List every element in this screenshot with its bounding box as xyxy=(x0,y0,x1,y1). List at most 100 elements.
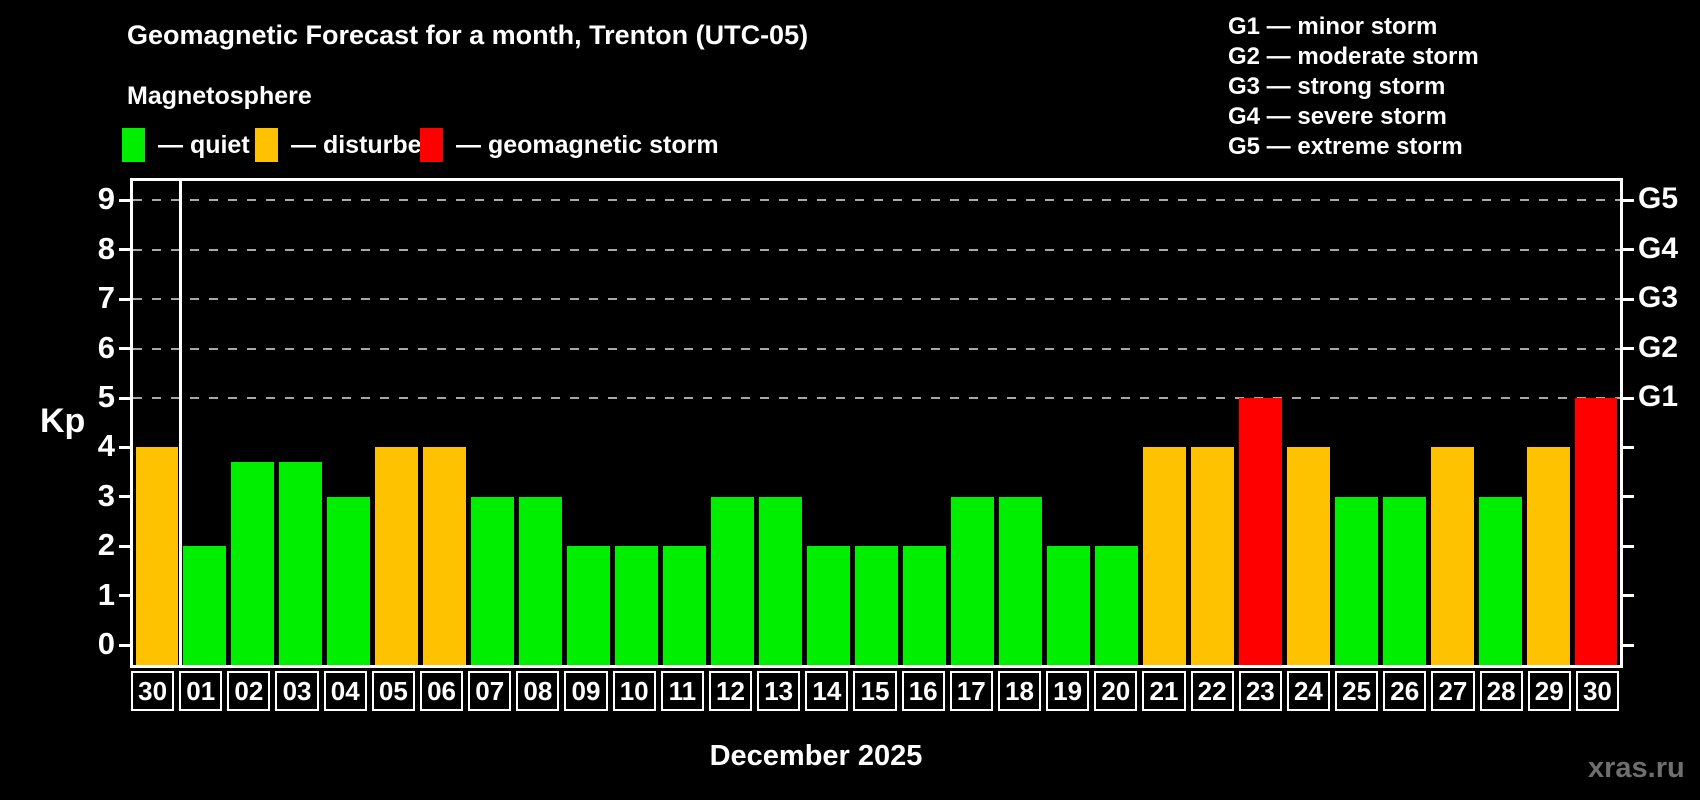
day-label-cell-22: 22 xyxy=(1190,671,1234,711)
bar-day-17 xyxy=(950,496,994,665)
storm-color-swatch xyxy=(420,128,443,162)
bar-day-20 xyxy=(1094,546,1138,665)
y-axis-tick-left-6 xyxy=(119,347,130,351)
y-axis-tick-right-1 xyxy=(1623,594,1634,598)
day-label-cell-08: 08 xyxy=(516,671,560,711)
y-axis-tick-right-4 xyxy=(1623,445,1634,449)
page-title: Geomagnetic Forecast for a month, Trento… xyxy=(127,20,809,50)
bar-day-06 xyxy=(423,447,467,665)
bar-day-16 xyxy=(902,546,946,665)
gridline-kp7 xyxy=(133,298,1620,301)
day-label-cell-25: 25 xyxy=(1335,671,1379,711)
bar-day-24 xyxy=(1286,447,1330,665)
legend-label-disturbed: — disturbed xyxy=(291,130,437,159)
bar-day-09 xyxy=(567,546,611,665)
g-tick-label-g4: G4 xyxy=(1638,231,1679,265)
y-axis-tick-right-2 xyxy=(1623,544,1634,548)
y-axis-tick-right-3 xyxy=(1623,495,1634,499)
day-label-cell-28: 28 xyxy=(1479,671,1523,711)
g-tick-label-g2: G2 xyxy=(1638,330,1679,364)
bar-day-30 xyxy=(135,447,179,665)
bar-day-23 xyxy=(1238,398,1282,665)
y-tick-label-1: 1 xyxy=(97,576,115,612)
bar-day-10 xyxy=(615,546,659,665)
bar-day-29 xyxy=(1526,447,1570,665)
bar-day-21 xyxy=(1142,447,1186,665)
legend-item-disturbed: — disturbed xyxy=(255,128,437,162)
y-axis-tick-right-9 xyxy=(1623,198,1634,202)
y-tick-label-5: 5 xyxy=(97,379,115,414)
gridline-kp5 xyxy=(133,397,1620,399)
magnetosphere-legend: — quiet — disturbed — geomagnetic storm xyxy=(122,128,1022,168)
day-label-cell-30: 30 xyxy=(1575,671,1619,711)
y-axis-tick-left-5 xyxy=(119,396,130,400)
day-label-cell-01: 01 xyxy=(179,671,223,711)
disturbed-color-swatch xyxy=(255,128,278,162)
y-axis-tick-right-7 xyxy=(1623,297,1634,301)
day-label-cell-10: 10 xyxy=(612,671,656,711)
bar-day-22 xyxy=(1190,447,1234,665)
gridline-kp9 xyxy=(133,199,1620,202)
g-tick-label-g1: G1 xyxy=(1638,380,1679,413)
day-label-cell-05: 05 xyxy=(371,671,415,711)
day-label-cell-13: 13 xyxy=(757,671,801,711)
y-axis-tick-left-4 xyxy=(119,445,130,449)
g-tick-label-g5: G5 xyxy=(1638,182,1679,216)
kp-axis-label: Kp xyxy=(40,402,86,440)
plot-area: 0 1 2 3 4 5 6 7 8 9 G1 G2 G3 G4 G5 xyxy=(98,178,1678,668)
day-label-cell-29: 29 xyxy=(1527,671,1571,711)
y-tick-label-7: 7 xyxy=(97,280,115,316)
legend-item-quiet: — quiet xyxy=(122,128,250,162)
bar-day-15 xyxy=(855,546,898,665)
bar-day-03 xyxy=(279,462,323,665)
bar-day-25 xyxy=(1334,496,1378,665)
y-axis-tick-left-8 xyxy=(119,248,130,252)
day-label-cell-06: 06 xyxy=(419,671,464,711)
g-legend-item-g5: G5 — extreme storm xyxy=(1228,133,1463,160)
day-label-cell-12: 12 xyxy=(708,671,753,711)
y-tick-label-3: 3 xyxy=(97,477,115,513)
legend-label-storm: — geomagnetic storm xyxy=(456,130,719,159)
day-label-cell-18: 18 xyxy=(997,671,1042,711)
day-label-cell-03: 03 xyxy=(275,671,319,711)
y-axis-tick-left-1 xyxy=(119,594,130,598)
g-legend-item-g1: G1 — minor storm xyxy=(1228,13,1438,40)
y-axis-tick-left-0 xyxy=(119,643,130,647)
day-label-cell-27: 27 xyxy=(1431,671,1475,711)
day-label-cell-24: 24 xyxy=(1286,671,1331,711)
bar-day-02 xyxy=(231,462,275,665)
y-axis-tick-left-2 xyxy=(119,544,130,548)
g-scale-legend: G1 — minor storm G2 — moderate storm G3 … xyxy=(1228,12,1479,162)
bar-day-01 xyxy=(183,546,227,665)
y-axis-tick-left-7 xyxy=(119,297,130,301)
day-label-cell-04: 04 xyxy=(323,671,367,711)
bar-day-28 xyxy=(1478,496,1522,665)
y-tick-label-8: 8 xyxy=(97,230,115,266)
day-label-cell-23: 23 xyxy=(1238,671,1282,711)
legend-label-quiet: — quiet xyxy=(158,130,250,159)
watermark: xras.ru xyxy=(1588,752,1685,784)
bar-day-08 xyxy=(519,496,563,665)
day-label-cell-07: 07 xyxy=(468,671,512,711)
day-label-cell-21: 21 xyxy=(1142,671,1186,711)
y-tick-label-0: 0 xyxy=(97,626,115,661)
bar-day-27 xyxy=(1430,447,1474,665)
day-label-cell-02: 02 xyxy=(227,671,271,711)
chart-subtitle: Magnetosphere xyxy=(127,82,312,110)
day-label-cell-09: 09 xyxy=(564,671,608,711)
day-label-cell-14: 14 xyxy=(805,671,849,711)
g-legend-item-g2: G2 — moderate storm xyxy=(1228,43,1479,70)
y-axis-tick-right-6 xyxy=(1623,347,1634,351)
gridline-kp8 xyxy=(133,248,1620,251)
y-tick-label-6: 6 xyxy=(97,329,115,365)
y-tick-label-4: 4 xyxy=(97,428,115,464)
bar-day-07 xyxy=(471,496,515,665)
x-axis-title: December 2025 xyxy=(709,740,923,772)
month-separator-line xyxy=(179,181,183,665)
g-legend-item-g4: G4 — severe storm xyxy=(1228,103,1447,130)
day-label-cell-17: 17 xyxy=(949,671,993,711)
g-legend-item-g3: G3 — strong storm xyxy=(1228,73,1446,100)
g-tick-label-g3: G3 xyxy=(1638,281,1679,315)
day-label-cell-11: 11 xyxy=(660,671,704,711)
